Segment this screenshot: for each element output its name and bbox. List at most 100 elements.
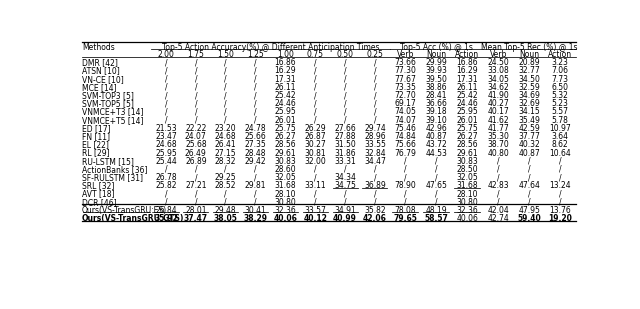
Text: 38.29: 38.29 [243, 214, 268, 223]
Text: 5.23: 5.23 [552, 99, 568, 108]
Text: 75.46: 75.46 [394, 124, 416, 133]
Text: 25.44: 25.44 [155, 157, 177, 166]
Text: 24.46: 24.46 [275, 99, 296, 108]
Text: 41.62: 41.62 [487, 116, 509, 125]
Text: 25.42: 25.42 [275, 91, 296, 100]
Text: 35.30: 35.30 [487, 132, 509, 141]
Text: /: / [195, 75, 197, 84]
Text: 29.48: 29.48 [215, 206, 237, 215]
Text: 26.41: 26.41 [215, 140, 237, 149]
Text: /: / [374, 108, 376, 116]
Text: /: / [374, 75, 376, 84]
Text: Verb: Verb [490, 50, 507, 59]
Text: /: / [344, 165, 346, 174]
Text: 27.35: 27.35 [244, 140, 266, 149]
Text: 40.99: 40.99 [333, 214, 357, 223]
Text: 26.49: 26.49 [185, 149, 207, 158]
Text: /: / [195, 83, 197, 92]
Text: Verb: Verb [397, 50, 414, 59]
Text: 29.42: 29.42 [244, 157, 266, 166]
Text: 0.25: 0.25 [367, 50, 383, 59]
Text: /: / [404, 173, 406, 182]
Text: /: / [497, 173, 499, 182]
Text: 6.50: 6.50 [552, 83, 568, 92]
Text: /: / [344, 99, 346, 108]
Text: 28.96: 28.96 [364, 132, 386, 141]
Text: 78.90: 78.90 [394, 181, 416, 190]
Text: 42.06: 42.06 [363, 214, 387, 223]
Text: 28.10: 28.10 [275, 189, 296, 199]
Text: 30.83: 30.83 [456, 157, 478, 166]
Text: Noun: Noun [519, 50, 539, 59]
Text: 16.29: 16.29 [275, 66, 296, 75]
Text: 39.10: 39.10 [426, 116, 447, 125]
Text: 32.36: 32.36 [456, 206, 478, 215]
Text: /: / [404, 189, 406, 199]
Text: /: / [195, 66, 197, 75]
Text: 1.00: 1.00 [277, 50, 294, 59]
Text: 28.41: 28.41 [426, 91, 447, 100]
Text: Ours(VS-TransGRU:ES): Ours(VS-TransGRU:ES) [82, 206, 167, 215]
Text: Top-5 Acc.(%) @ 1s: Top-5 Acc.(%) @ 1s [400, 43, 473, 52]
Text: /: / [225, 83, 227, 92]
Text: /: / [404, 157, 406, 166]
Text: 29.81: 29.81 [244, 181, 266, 190]
Text: 42.83: 42.83 [487, 181, 509, 190]
Text: /: / [344, 58, 346, 67]
Text: 31.68: 31.68 [456, 181, 478, 190]
Text: 24.68: 24.68 [155, 140, 177, 149]
Text: 44.53: 44.53 [426, 149, 447, 158]
Text: 21.53: 21.53 [155, 124, 177, 133]
Text: 38.86: 38.86 [426, 83, 447, 92]
Text: /: / [164, 189, 167, 199]
Text: 31.68: 31.68 [275, 181, 296, 190]
Text: /: / [314, 116, 317, 125]
Text: 28.48: 28.48 [244, 149, 266, 158]
Text: /: / [225, 165, 227, 174]
Text: 34.50: 34.50 [518, 75, 540, 84]
Text: 1.50: 1.50 [217, 50, 234, 59]
Text: SF-RULSTM [31]: SF-RULSTM [31] [82, 173, 143, 182]
Text: /: / [435, 165, 438, 174]
Text: ATSN [10]: ATSN [10] [82, 66, 120, 75]
Text: 0.50: 0.50 [337, 50, 353, 59]
Text: AVT [18]: AVT [18] [82, 189, 115, 199]
Text: 26.89: 26.89 [185, 157, 207, 166]
Text: /: / [374, 165, 376, 174]
Text: 39.18: 39.18 [426, 108, 447, 116]
Text: /: / [164, 165, 167, 174]
Text: /: / [374, 116, 376, 125]
Text: /: / [374, 189, 376, 199]
Text: /: / [559, 198, 561, 207]
Text: 73.35: 73.35 [394, 83, 416, 92]
Text: 25.95: 25.95 [275, 108, 296, 116]
Text: /: / [314, 108, 317, 116]
Text: 32.05: 32.05 [275, 173, 296, 182]
Text: DMR [42]: DMR [42] [82, 58, 118, 67]
Text: 32.77: 32.77 [518, 66, 540, 75]
Text: 33.11: 33.11 [305, 181, 326, 190]
Text: 28.52: 28.52 [215, 181, 236, 190]
Text: Action: Action [548, 50, 572, 59]
Text: 47.95: 47.95 [518, 206, 540, 215]
Text: 40.06: 40.06 [456, 214, 478, 223]
Text: 33.57: 33.57 [304, 206, 326, 215]
Text: 30.83: 30.83 [275, 157, 296, 166]
Text: 35.92: 35.92 [154, 214, 178, 223]
Text: /: / [254, 66, 257, 75]
Text: VN-CE [10]: VN-CE [10] [82, 75, 124, 84]
Text: 36.89: 36.89 [364, 181, 386, 190]
Text: 74.84: 74.84 [394, 132, 416, 141]
Text: 41.90: 41.90 [487, 91, 509, 100]
Text: /: / [225, 99, 227, 108]
Text: /: / [164, 58, 167, 67]
Text: 17.31: 17.31 [275, 75, 296, 84]
Text: /: / [314, 189, 317, 199]
Text: /: / [314, 75, 317, 84]
Text: 24.50: 24.50 [487, 58, 509, 67]
Text: /: / [344, 66, 346, 75]
Text: 77.30: 77.30 [394, 66, 416, 75]
Text: /: / [225, 91, 227, 100]
Text: /: / [254, 108, 257, 116]
Text: /: / [528, 157, 531, 166]
